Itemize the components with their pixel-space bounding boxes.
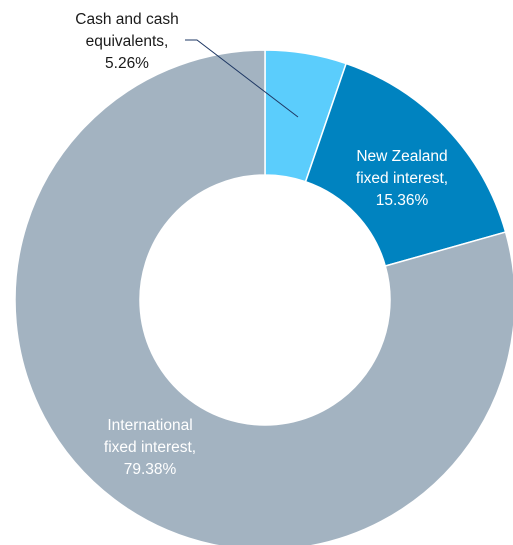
label-line: New Zealand — [356, 148, 447, 165]
leader-line-cash — [185, 39, 299, 118]
label-new-zealand-fixed-interest: New Zealand fixed interest, 15.36% — [356, 148, 448, 209]
label-line: 79.38% — [124, 461, 177, 478]
label-international-fixed-interest: International fixed interest, 79.38% — [104, 417, 196, 478]
label-line: fixed interest, — [104, 439, 196, 456]
label-line: Cash and cash — [75, 11, 178, 28]
label-line: 15.36% — [376, 192, 429, 209]
donut-slices — [14, 49, 513, 545]
label-line: fixed interest, — [356, 170, 448, 187]
label-line: International — [107, 417, 192, 434]
slice-labels: Cash and cash equivalents, 5.26% New Zealan… — [75, 11, 448, 478]
slice-international-fixed-interest — [14, 49, 513, 545]
label-cash-and-cash-equivalents: Cash and cash equivalents, 5.26% — [75, 11, 178, 72]
leader-lines — [185, 39, 299, 118]
slice-new-zealand-fixed-interest — [304, 62, 507, 267]
label-line: equivalents, — [86, 33, 169, 50]
label-line: 5.26% — [105, 55, 149, 72]
